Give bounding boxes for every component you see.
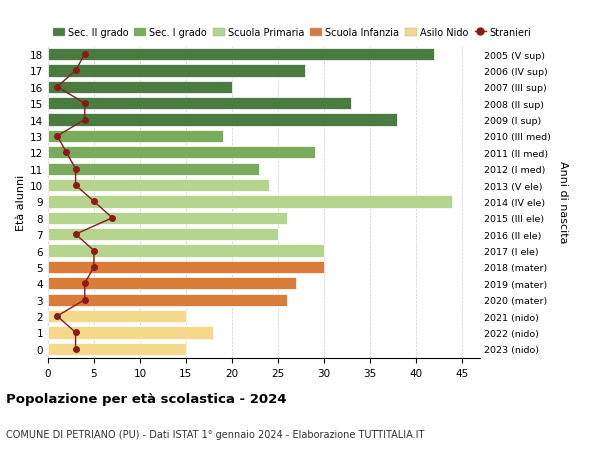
Y-axis label: Età alunni: Età alunni: [16, 174, 26, 230]
Bar: [48, 278, 296, 290]
Legend: Sec. II grado, Sec. I grado, Scuola Primaria, Scuola Infanzia, Asilo Nido, Stran: Sec. II grado, Sec. I grado, Scuola Prim…: [53, 28, 532, 38]
Bar: [48, 229, 278, 241]
Bar: [48, 212, 287, 224]
Bar: [48, 98, 352, 110]
Y-axis label: Anni di nascita: Anni di nascita: [558, 161, 568, 243]
Bar: [48, 179, 269, 192]
Text: Popolazione per età scolastica - 2024: Popolazione per età scolastica - 2024: [6, 392, 287, 405]
Bar: [48, 196, 452, 208]
Bar: [48, 114, 397, 126]
Bar: [48, 49, 434, 61]
Bar: [48, 310, 186, 323]
Bar: [48, 245, 324, 257]
Bar: [48, 326, 214, 339]
Text: COMUNE DI PETRIANO (PU) - Dati ISTAT 1° gennaio 2024 - Elaborazione TUTTITALIA.I: COMUNE DI PETRIANO (PU) - Dati ISTAT 1° …: [6, 429, 424, 439]
Bar: [48, 343, 186, 355]
Bar: [48, 294, 287, 306]
Bar: [48, 65, 305, 78]
Bar: [48, 163, 259, 175]
Bar: [48, 147, 314, 159]
Bar: [48, 130, 223, 143]
Bar: [48, 261, 324, 274]
Bar: [48, 81, 232, 94]
